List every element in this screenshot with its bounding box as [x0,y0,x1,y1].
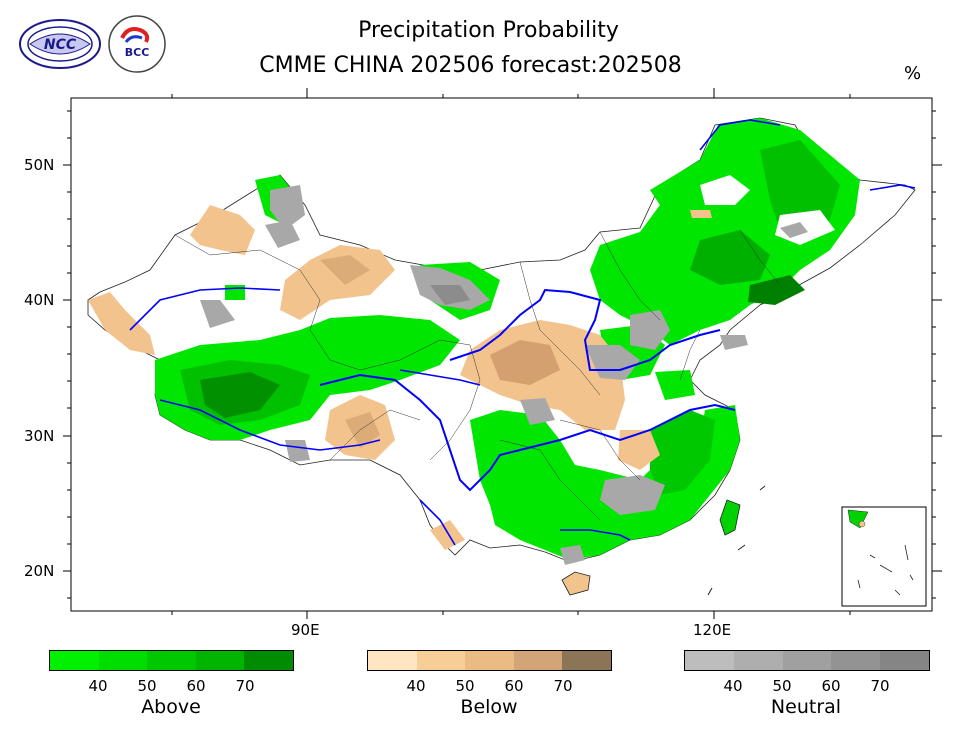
colorbar-neutral-tick: 50 [772,677,792,695]
colorbar-below-swatch [416,651,466,670]
colorbar-above-swatch [147,651,196,670]
chart-title: Precipitation Probability [358,18,619,43]
lon-label-90e: 90E [291,621,320,639]
colorbar-below-swatch [465,651,514,670]
colorbar-above-tick: 60 [186,677,206,695]
colorbar-below-tick: 60 [504,677,524,695]
colorbar-above-title: Above [141,696,201,718]
colorbar-below-tick: 40 [406,677,426,695]
colorbar-above-tick: 50 [137,677,157,695]
sea-islands [707,485,766,596]
colorbar-neutral-title: Neutral [770,696,842,718]
colorbar-below-swatch [368,651,417,670]
colorbar-above-tick: 70 [235,677,255,695]
colorbar-neutral-swatch [733,651,783,670]
colorbar-above-swatch [98,651,148,670]
colorbar-above-swatch [244,651,293,670]
rivers [129,119,916,546]
bcc-logo-text: BCC [125,46,150,59]
hainan-island [561,571,591,596]
axis-ticks [63,88,942,619]
colorbar-neutral-swatch [831,651,881,670]
bcc-logo: BCC [108,15,166,73]
colorbar-above-swatch [50,651,99,670]
lat-label-50n: 50N [24,156,55,174]
ncc-logo-text: NCC [44,37,77,53]
colorbar-neutral-tick: 70 [870,677,890,695]
colorbar-above [49,650,294,671]
chart-subtitle: CMME CHINA 202506 forecast:202508 [259,53,682,78]
unit-label: % [904,63,922,84]
colorbar-neutral-tick: 60 [821,677,841,695]
colorbar-neutral-swatch [880,651,929,670]
colorbar-neutral-tick: 40 [723,677,743,695]
colorbar-neutral-swatch [782,651,832,670]
lat-label-20n: 20N [24,562,55,580]
colorbar-below-tick: 50 [455,677,475,695]
lon-label-120e: 120E [693,621,732,639]
below-regions [88,205,712,550]
lat-label-40n: 40N [24,291,55,309]
colorbar-below-swatch [513,651,563,670]
colorbar-above-tick: 40 [88,677,108,695]
taiwan-island [719,499,741,536]
colorbar-neutral-swatch [685,651,734,670]
ncc-logo: NCC [19,19,101,69]
colorbar-above-swatch [195,651,245,670]
colorbar-below-swatch [562,651,611,670]
inset-map [841,506,927,607]
colorbar-below-title: Below [460,696,518,718]
lat-label-30n: 30N [24,427,55,445]
colorbar-neutral [684,650,930,671]
colorbar-below-tick: 70 [553,677,573,695]
map-content [87,117,916,596]
colorbar-below [367,650,612,671]
